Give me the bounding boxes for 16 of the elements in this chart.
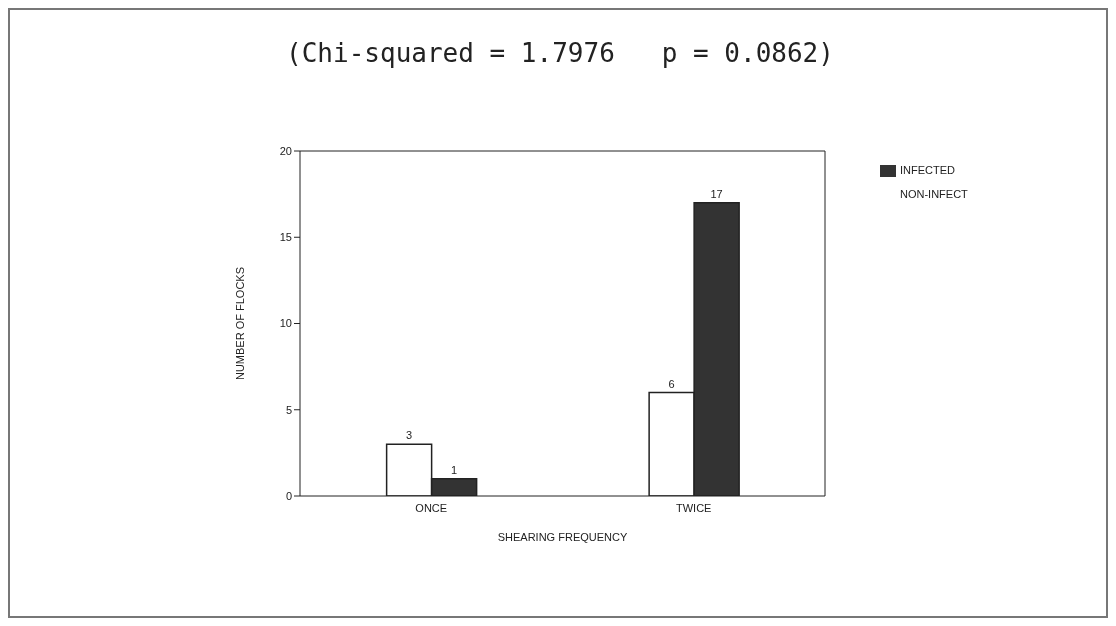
data-label: 6 (668, 377, 675, 390)
y-tick-label: 15 (279, 231, 292, 244)
y-tick-label: 20 (279, 144, 292, 157)
x-axis-title: SHEARING FREQUENCY (497, 531, 628, 543)
data-label: 1 (451, 463, 458, 476)
text: NON-INFECT (900, 188, 968, 200)
y-axis-title: NUMBER OF FLOCKS (233, 266, 246, 381)
legend-label: INFECTED (900, 164, 955, 176)
y-tick-label: 0 (285, 489, 292, 502)
data-label: 3 (406, 429, 413, 442)
data-label: 17 (710, 187, 723, 200)
x-tick-label: ONCE (415, 501, 448, 514)
x-tick-label: TWICE (676, 501, 712, 514)
y-tick-label: 5 (285, 403, 292, 416)
y-tick-label: 10 (279, 317, 292, 330)
chart-title: (Chi-squared = 1.7976 p = 0.0862) (285, 38, 835, 68)
